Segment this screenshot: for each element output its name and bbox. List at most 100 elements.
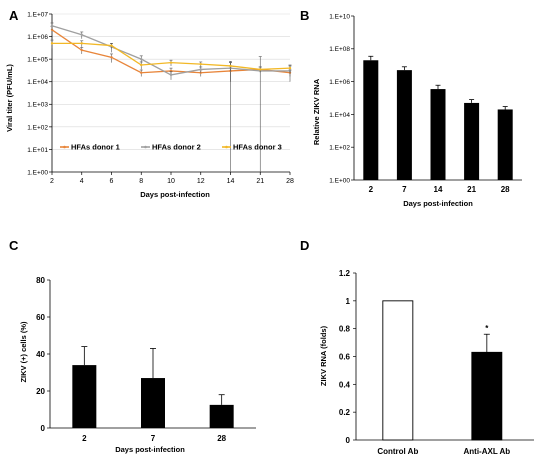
chart-a-point (80, 42, 83, 45)
chart-d-bar (382, 300, 414, 441)
chart-a: 1.E+00 1.E+01 1.E+02 1.E+03 1.E+04 1.E+05 1.E+… (5, 11, 294, 199)
chart-a-legend-label: HFAs donor 3 (233, 143, 282, 152)
chart-d-y-tick-label: 0.6 (339, 353, 351, 362)
chart-c-bar (72, 365, 97, 428)
chart-a-point (288, 66, 292, 70)
chart-a-y-tick-label: 1.E+05 (27, 57, 48, 64)
chart-b-x-tick-label: 14 (434, 185, 443, 194)
chart-d-bars: * (382, 300, 503, 441)
chart-c-y-tick-label: 40 (36, 350, 45, 359)
chart-a-series (50, 22, 292, 172)
chart-c-bar (209, 404, 234, 428)
chart-a-point (140, 57, 143, 61)
chart-b-y-tick-label: 1.E+00 (329, 177, 350, 184)
chart-a-x-axis-label: Days post-infection (140, 190, 210, 199)
chart-b-bar (497, 109, 513, 180)
chart-a-series-line (51, 25, 290, 76)
chart-c-x-tick-label: 7 (151, 434, 156, 443)
chart-a-y-tick-label: 1.E+01 (27, 147, 48, 154)
chart-d: 00.20.40.60.811.2 Control Ab Anti-AXL Ab … (319, 269, 534, 456)
chart-a-series-3 (50, 39, 292, 73)
chart-a-x-tick-label: 2 (50, 178, 54, 185)
chart-b-y-ticks: 1.E+00 1.E+02 1.E+04 1.E+06 1.E+08 1.E+10 (329, 13, 350, 184)
chart-d-y-axis-label: ZIKV RNA (folds) (319, 325, 328, 386)
chart-a-y-ticks: 1.E+00 1.E+01 1.E+02 1.E+03 1.E+04 1.E+05 1.E+… (27, 11, 48, 176)
chart-a-point (140, 63, 143, 67)
chart-d-y-tick-label: 0.4 (339, 380, 351, 389)
chart-c-y-tick-label: 0 (41, 424, 46, 433)
chart-a-x-tick-label: 21 (256, 178, 264, 185)
chart-c-bar (141, 378, 165, 428)
chart-a-y-tick-label: 1.E+06 (27, 34, 48, 41)
chart-b-bar (363, 60, 379, 180)
chart-c-y-ticks: 0 20 40 60 80 (36, 276, 45, 433)
chart-a-y-tick-label: 1.E+04 (27, 79, 48, 86)
chart-d-significance-marker: * (485, 324, 489, 333)
chart-c-x-tick-label: 2 (82, 434, 87, 443)
chart-b-y-tick-label: 1.E+08 (329, 46, 350, 53)
chart-a-x-ticks: 2 4 6 8 10 12 14 21 28 (50, 178, 294, 185)
chart-b: 1.E+00 1.E+02 1.E+04 1.E+06 1.E+08 1.E+10 2 7 1… (312, 13, 522, 208)
chart-a-point (229, 64, 232, 68)
chart-c-x-axis-label: Days post-infection (115, 445, 185, 454)
chart-a-x-tick-label: 6 (110, 178, 114, 185)
chart-a-series-line (51, 29, 291, 74)
chart-a-point (50, 24, 54, 28)
chart-a-point (110, 44, 113, 47)
chart-a-point (110, 56, 113, 59)
chart-a-x-tick-label: 12 (197, 178, 205, 185)
chart-a-x-tick-label: 4 (80, 178, 84, 185)
chart-d-y-tick-label: 0 (346, 436, 351, 445)
chart-d-x-ticks: Control Ab Anti-AXL Ab (377, 447, 510, 456)
chart-d-axes (353, 272, 534, 441)
chart-a-point (80, 48, 83, 52)
chart-b-bar (396, 70, 412, 180)
chart-b-bars (363, 55, 513, 180)
chart-a-point (199, 62, 202, 66)
chart-a-point (199, 68, 202, 71)
chart-b-bar (464, 102, 480, 180)
chart-d-bar (471, 351, 503, 441)
chart-b-bar (430, 89, 446, 180)
chart-b-y-tick-label: 1.E+06 (329, 79, 350, 86)
chart-b-x-axis-label: Days post-infection (403, 199, 473, 208)
chart-a-point (169, 73, 173, 77)
chart-d-y-tick-label: 1.2 (339, 269, 351, 278)
chart-a-x-tick-label: 10 (167, 178, 175, 185)
chart-a-legend: HFAs donor 1 HFAs donor 2 HFAs donor 3 (60, 143, 282, 152)
chart-a-legend-marker (225, 145, 228, 149)
chart-a-point (259, 68, 262, 71)
chart-a-y-axis-label: Viral titer (PFU/mL) (5, 64, 14, 132)
chart-a-legend-label: HFAs donor 2 (152, 143, 201, 152)
chart-a-series-2 (50, 22, 292, 172)
chart-a-y-tick-label: 1.E+02 (27, 124, 48, 131)
chart-a-point (50, 42, 54, 45)
chart-d-x-tick-label: Control Ab (377, 447, 418, 456)
chart-c-y-axis-label: ZIKV (+) cells (%) (19, 321, 28, 383)
chart-a-x-tick-label: 28 (286, 178, 294, 185)
panel-letter-a: A (9, 8, 19, 23)
chart-d-y-tick-label: 1 (346, 297, 351, 306)
chart-b-x-tick-label: 7 (402, 185, 407, 194)
chart-d-y-tick-label: 0.8 (339, 325, 351, 334)
chart-c: 0 20 40 60 80 2 7 28 Days post-infection ZIKV … (19, 276, 256, 454)
panel-letter-c: C (9, 238, 19, 253)
chart-a-legend-marker (144, 145, 147, 149)
chart-b-y-axis-label: Relative ZIKV RNA (312, 78, 321, 145)
chart-c-y-tick-label: 20 (36, 387, 45, 396)
chart-c-y-tick-label: 80 (36, 276, 45, 285)
panel-letter-b: B (300, 8, 309, 23)
chart-b-y-tick-label: 1.E+10 (329, 13, 350, 20)
chart-a-point (80, 33, 83, 36)
chart-b-y-tick-label: 1.E+04 (329, 112, 350, 119)
chart-a-point (140, 71, 143, 74)
chart-a-legend-marker (63, 145, 66, 149)
chart-b-x-ticks: 2 7 14 21 28 (369, 185, 511, 194)
chart-c-x-ticks: 2 7 28 (82, 434, 227, 443)
chart-a-y-tick-label: 1.E+00 (27, 169, 48, 176)
chart-a-axes (49, 13, 291, 175)
chart-c-x-tick-label: 28 (217, 434, 226, 443)
chart-a-y-tick-label: 1.E+07 (27, 11, 48, 18)
chart-d-y-ticks: 0 0.2 0.4 0.6 0.8 1 1.2 (339, 269, 351, 445)
chart-d-x-tick-label: Anti-AXL Ab (463, 447, 510, 456)
